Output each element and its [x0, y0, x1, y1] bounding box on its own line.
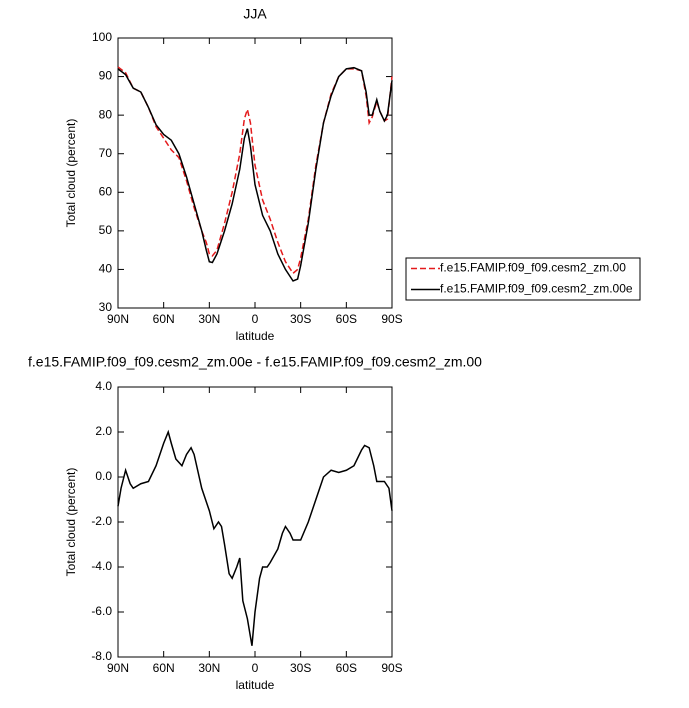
y-axis-label: Total cloud (percent) — [64, 119, 78, 228]
y-tick-label: -2.0 — [91, 514, 112, 528]
x-tick-label: 0 — [252, 312, 259, 326]
y-tick-label: 50 — [99, 223, 113, 237]
y-axis-label: Total cloud (percent) — [64, 468, 78, 577]
line-series — [117, 429, 393, 646]
x-tick-label: 90S — [381, 661, 402, 675]
x-tick-label: 30S — [290, 312, 311, 326]
x-tick-label: 60S — [336, 661, 357, 675]
legend-box — [405, 257, 641, 301]
y-tick-label: 30 — [99, 300, 113, 314]
x-tick-label: 0 — [252, 661, 259, 675]
y-tick-label: 70 — [99, 146, 113, 160]
chart-title: f.e15.FAMIP.f09_f09.cesm2_zm.00e - f.e15… — [28, 354, 482, 370]
x-tick-label: 90N — [107, 661, 129, 675]
y-tick-label: -4.0 — [91, 559, 112, 573]
x-tick-label: 30S — [290, 661, 311, 675]
y-tick-label: 60 — [99, 184, 113, 198]
chart-title: JJA — [243, 6, 267, 22]
y-tick-label: 100 — [92, 30, 112, 44]
x-tick-label: 30N — [198, 312, 220, 326]
y-tick-label: 90 — [99, 69, 113, 83]
x-axis-label: latitude — [236, 678, 275, 692]
x-axis-label: latitude — [236, 329, 275, 343]
x-tick-label: 60N — [153, 661, 175, 675]
legend-label: f.e15.FAMIP.f09_f09.cesm2_zm.00e — [440, 282, 633, 296]
y-tick-label: 2.0 — [95, 424, 112, 438]
line-series — [117, 66, 393, 275]
y-tick-label: 4.0 — [95, 379, 112, 393]
legend-label: f.e15.FAMIP.f09_f09.cesm2_zm.00 — [440, 261, 626, 275]
y-tick-label: -8.0 — [91, 649, 112, 663]
y-tick-label: 40 — [99, 262, 113, 276]
y-tick-label: 80 — [99, 107, 113, 121]
x-tick-label: 30N — [198, 661, 220, 675]
x-tick-label: 60N — [153, 312, 175, 326]
y-tick-label: 0.0 — [95, 469, 112, 483]
x-tick-label: 90N — [107, 312, 129, 326]
x-tick-label: 60S — [336, 312, 357, 326]
x-tick-label: 90S — [381, 312, 402, 326]
line-series — [117, 66, 393, 282]
plot-frame — [117, 37, 393, 309]
y-tick-label: -6.0 — [91, 604, 112, 618]
